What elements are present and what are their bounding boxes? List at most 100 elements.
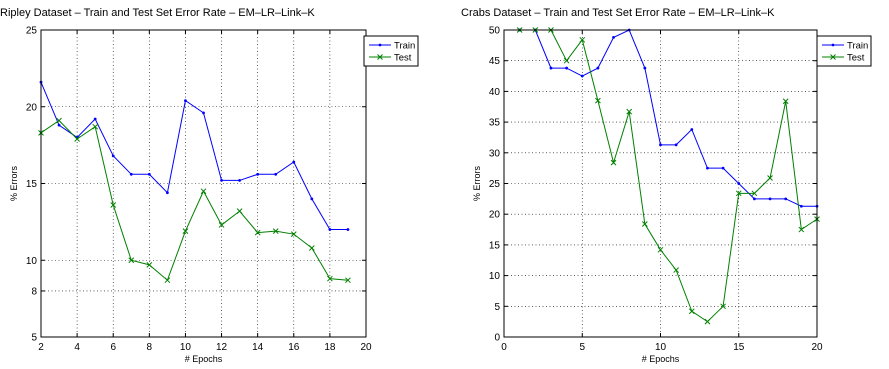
- data-point-test: [720, 303, 726, 310]
- x-tick-label: 2: [38, 342, 44, 353]
- data-point-test: [110, 202, 117, 208]
- data-point-test: [782, 98, 789, 105]
- data-point-train: [147, 172, 151, 176]
- x-tick-label: 20: [360, 342, 372, 353]
- x-tick-label: 0: [501, 342, 507, 353]
- data-point-test: [345, 277, 351, 284]
- legend-label-test: Test: [394, 53, 412, 64]
- chart-title: Crabs Dataset – Train and Test Set Error…: [461, 7, 775, 19]
- x-tick-label: 18: [324, 342, 336, 353]
- x-tick-label: 12: [216, 342, 228, 353]
- data-point-test: [563, 57, 570, 64]
- data-point-test: [751, 190, 758, 197]
- data-point-test: [626, 108, 633, 115]
- x-tick-label: 5: [579, 342, 585, 353]
- data-point-test: [290, 231, 297, 238]
- x-tick-label: 14: [252, 342, 264, 353]
- series-test: [516, 27, 820, 325]
- legend-marker-train: [378, 43, 382, 47]
- x-tick-label: 16: [288, 342, 300, 353]
- data-point-test: [56, 117, 62, 124]
- data-point-train: [753, 197, 756, 201]
- data-point-train: [93, 117, 97, 121]
- data-point-train: [256, 172, 260, 176]
- legend-label-train: Train: [394, 41, 415, 52]
- data-point-test: [595, 97, 601, 104]
- data-point-train: [643, 66, 647, 70]
- data-point-train: [57, 123, 61, 127]
- x-tick-label: 15: [733, 342, 745, 353]
- data-point-train: [549, 66, 553, 70]
- data-point-test: [218, 222, 225, 228]
- legend-marker-test: [830, 54, 836, 60]
- y-axis-label: % Errors: [472, 166, 482, 202]
- series-line-test: [519, 29, 818, 323]
- legend-label-test: Test: [847, 53, 865, 64]
- data-point-test: [308, 245, 315, 251]
- data-point-train: [612, 35, 615, 39]
- data-point-test: [327, 275, 333, 282]
- legend-box: [363, 35, 419, 67]
- data-point-test: [798, 226, 805, 233]
- data-point-test: [200, 188, 207, 195]
- y-tick-label: 40: [489, 87, 501, 98]
- crabs-chart: 0 5 10 15 20 0 5 10 15 20 25 30 35 40 45 50 Crabs Datase…: [461, 7, 872, 364]
- data-point-train: [111, 154, 115, 158]
- data-point-train: [721, 166, 725, 170]
- data-point-train: [292, 160, 296, 164]
- data-point-test: [704, 318, 711, 325]
- plot-area: [41, 30, 366, 337]
- x-axis-label: # Epochs: [185, 354, 223, 364]
- legend-marker-train: [831, 43, 835, 47]
- x-tick-label: 10: [655, 342, 667, 353]
- y-tick-label: 5: [494, 302, 500, 313]
- y-tick-label: 20: [489, 210, 501, 221]
- legend-marker-test: [377, 54, 383, 60]
- series-line-test: [40, 119, 348, 282]
- y-tick-label: 25: [489, 179, 501, 190]
- y-tick-label: 10: [26, 256, 38, 267]
- series-line-train: [40, 81, 348, 231]
- y-tick-label: 15: [489, 240, 501, 251]
- data-point-train: [238, 179, 242, 182]
- x-tick-label: 20: [811, 342, 823, 353]
- x-tick-label: 4: [74, 342, 80, 353]
- data-point-test: [641, 221, 648, 227]
- data-point-train: [580, 74, 584, 78]
- data-point-train: [184, 99, 187, 103]
- data-point-test: [254, 229, 261, 236]
- data-point-train: [799, 204, 803, 208]
- y-tick-label: 35: [489, 118, 501, 129]
- series-line-train: [519, 29, 817, 207]
- y-tick-label: 0: [494, 333, 500, 344]
- data-point-train: [706, 166, 709, 170]
- data-point-train: [310, 197, 314, 201]
- data-point-test: [74, 136, 80, 142]
- data-point-train: [659, 143, 662, 147]
- y-tick-label: 50: [489, 26, 501, 37]
- y-tick-label: 10: [489, 271, 501, 282]
- data-point-test: [146, 262, 153, 268]
- data-point-test: [182, 228, 189, 234]
- y-tick-label: 30: [489, 148, 501, 159]
- y-tick-label: 20: [26, 102, 38, 113]
- y-tick-label: 45: [489, 56, 501, 67]
- x-tick-label: 6: [110, 342, 116, 353]
- data-point-test: [688, 308, 695, 315]
- data-point-train: [328, 228, 332, 231]
- data-point-train: [165, 191, 169, 195]
- data-point-train: [674, 143, 678, 147]
- data-point-test: [610, 159, 617, 166]
- y-axis-label: % Errors: [9, 166, 19, 202]
- data-point-test: [735, 190, 742, 197]
- x-tick-label: 10: [180, 342, 192, 353]
- x-axis-label: # Epochs: [642, 354, 680, 364]
- data-point-test: [579, 36, 586, 43]
- data-point-test: [767, 175, 773, 181]
- data-point-train: [596, 66, 600, 70]
- y-tick-label: 25: [26, 26, 38, 37]
- data-point-train: [346, 228, 350, 231]
